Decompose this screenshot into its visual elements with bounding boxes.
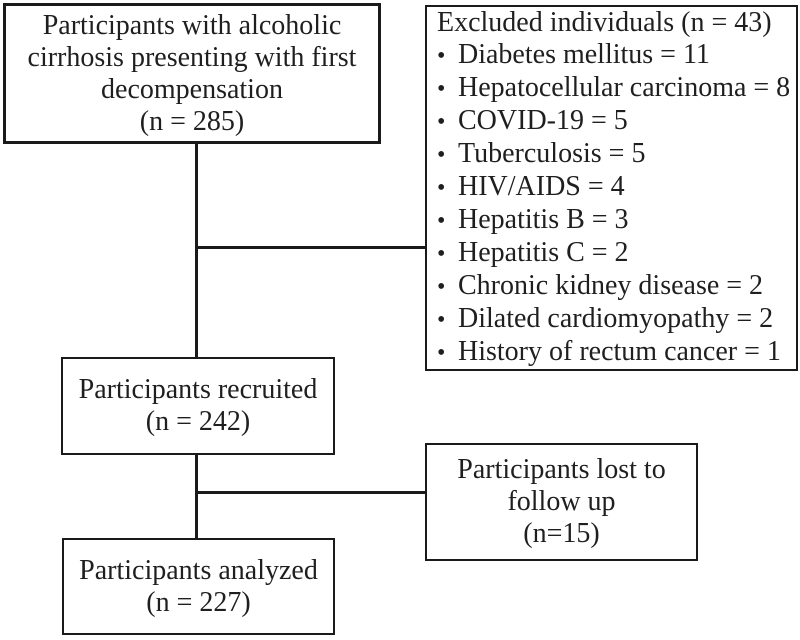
analyzed-line: Participants analyzed: [79, 554, 318, 586]
excluded-item: • HIV/AIDS = 4: [437, 171, 792, 204]
excluded-item-text: Hepatitis C = 2: [458, 237, 629, 268]
excluded-item-text: Hepatitis B = 3: [458, 204, 629, 235]
bullet-icon: •: [437, 142, 446, 168]
lost-count: (n=15): [523, 518, 600, 549]
bullet-icon: •: [437, 109, 446, 135]
excluded-item: • Dilated cardiomyopathy = 2: [437, 303, 792, 336]
bullet-icon: •: [437, 274, 446, 300]
enrollment-line: decompensation: [101, 73, 283, 105]
bullet-icon: •: [437, 340, 446, 366]
excluded-item-text: COVID-19 = 5: [458, 105, 628, 136]
enrollment-count: (n = 285): [139, 105, 245, 137]
lost-line: follow up: [507, 486, 616, 517]
recruited-count: (n = 242): [145, 406, 251, 437]
excluded-item: • Tuberculosis = 5: [437, 138, 792, 171]
excluded-item-text: Dilated cardiomyopathy = 2: [458, 303, 774, 334]
recruited-line: Participants recruited: [78, 374, 318, 405]
excluded-item-text: Tuberculosis = 5: [458, 138, 646, 169]
connector-branch-to-excluded: [197, 246, 426, 249]
excluded-item-text: History of rectum cancer = 1: [458, 336, 781, 367]
enrollment-line: cirrhosis presenting with first: [27, 41, 357, 73]
enrollment-line: Participants with alcoholic: [42, 9, 342, 41]
bullet-icon: •: [437, 208, 446, 234]
connector-branch-to-lost: [197, 491, 426, 494]
excluded-item: • COVID-19 = 5: [437, 105, 792, 138]
enrollment-box: Participants with alcoholic cirrhosis pr…: [3, 3, 381, 144]
excluded-item-text: HIV/AIDS = 4: [458, 171, 625, 202]
excluded-item-text: Chronic kidney disease = 2: [458, 270, 764, 301]
connector-recruited-to-analyzed: [195, 455, 198, 539]
excluded-item: • Hepatitis C = 2: [437, 237, 792, 270]
excluded-item: • Hepatocellular carcinoma = 8: [437, 72, 792, 105]
analyzed-count: (n = 227): [146, 586, 251, 618]
excluded-title: Excluded individuals (n = 43): [437, 7, 772, 38]
bullet-icon: •: [437, 43, 446, 69]
lost-to-followup-box: Participants lost to follow up (n=15): [425, 443, 698, 561]
excluded-item-text: Diabetes mellitus = 11: [458, 39, 710, 70]
recruited-box: Participants recruited (n = 242): [61, 357, 335, 455]
excluded-item: • History of rectum cancer = 1: [437, 336, 792, 369]
excluded-item-text: Hepatocellular carcinoma = 8: [458, 72, 791, 103]
excluded-item: • Chronic kidney disease = 2: [437, 270, 792, 303]
bullet-icon: •: [437, 175, 446, 201]
excluded-item: • Hepatitis B = 3: [437, 204, 792, 237]
analyzed-box: Participants analyzed (n = 227): [62, 538, 335, 635]
connector-enrollment-to-recruited: [195, 144, 198, 358]
excluded-item: • Diabetes mellitus = 11: [437, 39, 792, 72]
bullet-icon: •: [437, 76, 446, 102]
excluded-box: Excluded individuals (n = 43) • Diabetes…: [425, 5, 798, 371]
lost-line: Participants lost to: [457, 454, 666, 485]
bullet-icon: •: [437, 307, 446, 333]
bullet-icon: •: [437, 241, 446, 267]
